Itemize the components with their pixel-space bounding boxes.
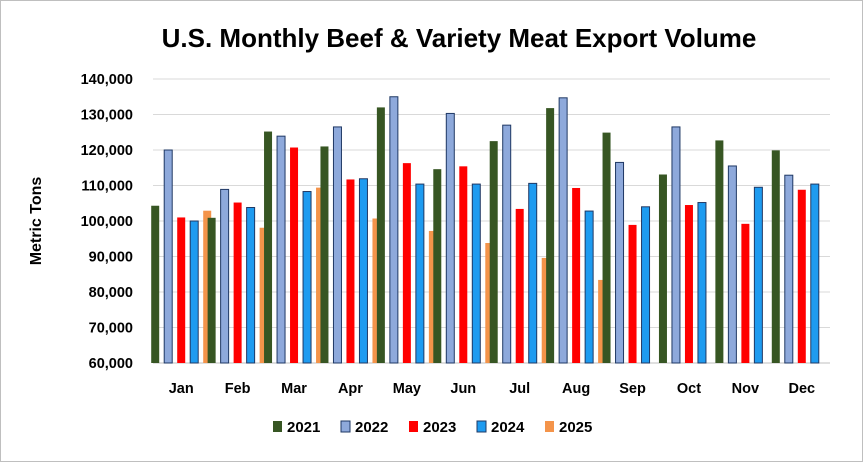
bar-2021-mar	[264, 131, 273, 363]
bar-2021-oct	[658, 174, 667, 363]
bar-2024-sep	[641, 206, 651, 364]
bar-2022-jun	[445, 112, 455, 364]
bar-2022-mar	[276, 135, 286, 364]
bar-2025-mar	[316, 187, 325, 363]
bar-2023-jun	[459, 166, 468, 363]
bar-2022-oct	[671, 126, 681, 364]
bar-2023-feb	[233, 202, 242, 363]
legend-label-2023: 2023	[423, 419, 456, 436]
bars-group	[151, 96, 820, 364]
bar-2024-feb	[246, 207, 256, 364]
y-tick-label: 70,000	[89, 321, 133, 337]
bar-2024-oct	[697, 202, 707, 364]
bar-2023-may	[402, 163, 411, 363]
bar-2025-jun	[485, 243, 494, 363]
bar-2021-aug	[546, 108, 555, 363]
chart-title: U.S. Monthly Beef & Variety Meat Export …	[162, 23, 757, 53]
legend-label-2022: 2022	[355, 419, 388, 436]
bar-2021-may	[376, 107, 385, 364]
legend-swatch-2024	[476, 420, 487, 433]
legend-swatch-2025	[545, 421, 554, 432]
bar-2021-jan	[151, 205, 160, 363]
bar-2023-jan	[177, 217, 186, 363]
bar-2023-dec	[797, 189, 806, 363]
bar-2022-apr	[332, 126, 342, 364]
legend: 2021 2022 2023 2024 2025	[273, 419, 592, 436]
bar-2022-jul	[502, 124, 512, 364]
bar-2022-sep	[615, 161, 625, 364]
bar-2024-may	[415, 183, 425, 364]
bar-2022-nov	[727, 165, 737, 364]
bar-2021-dec	[771, 150, 780, 363]
bar-2024-jan	[189, 220, 199, 364]
legend-label-2025: 2025	[559, 419, 592, 436]
y-tick-label: 60,000	[89, 356, 133, 372]
bar-2023-oct	[684, 205, 693, 363]
bar-2021-feb	[207, 217, 216, 363]
bar-2023-nov	[741, 223, 750, 363]
y-tick-label: 90,000	[89, 250, 133, 266]
y-tick-label: 120,000	[81, 143, 133, 159]
legend-swatch-2023	[409, 421, 418, 432]
bar-2022-aug	[558, 97, 568, 364]
x-tick-label: Sep	[619, 381, 646, 397]
bar-2025-jan	[203, 210, 212, 363]
bar-2025-jul	[541, 257, 550, 363]
bar-2021-jul	[489, 141, 498, 363]
x-axis-ticks: Jan Feb Mar Apr May Jun Jul Aug Sep Oct Nov Dec	[169, 381, 815, 397]
y-axis-label: Metric Tons	[28, 177, 45, 266]
bar-2025-apr	[372, 218, 381, 363]
x-tick-label: Mar	[281, 381, 307, 397]
bar-2021-apr	[320, 146, 329, 363]
bar-2024-mar	[302, 191, 312, 364]
legend-swatch-2021	[273, 421, 282, 432]
x-tick-label: Jul	[509, 381, 530, 397]
legend-swatch-2022	[340, 420, 351, 433]
legend-label-2024: 2024	[491, 419, 525, 436]
bar-2022-dec	[784, 174, 794, 364]
x-tick-label: Jan	[169, 381, 194, 397]
legend-label-2021: 2021	[287, 419, 320, 436]
bar-2024-nov	[753, 186, 763, 364]
bar-2023-apr	[346, 179, 355, 363]
bar-2022-may	[389, 96, 399, 364]
bar-2021-nov	[715, 140, 724, 363]
y-tick-label: 100,000	[81, 214, 133, 230]
bar-2025-may	[428, 230, 437, 363]
y-tick-label: 80,000	[89, 285, 133, 301]
x-tick-label: Apr	[338, 381, 363, 397]
bar-2023-aug	[572, 187, 581, 363]
bar-2023-mar	[290, 147, 299, 363]
bar-2023-jul	[515, 208, 524, 363]
bar-2024-dec	[810, 183, 820, 364]
x-tick-label: Aug	[562, 381, 590, 397]
bar-2022-feb	[220, 188, 230, 364]
bar-2024-apr	[358, 178, 368, 364]
bar-2025-aug	[598, 279, 607, 363]
x-tick-label: Jun	[450, 381, 476, 397]
bar-2021-jun	[433, 169, 442, 363]
x-tick-label: Dec	[788, 381, 815, 397]
bar-2021-sep	[602, 132, 611, 363]
bar-2024-jul	[528, 182, 538, 364]
y-tick-label: 110,000	[81, 179, 133, 195]
x-tick-label: Feb	[225, 381, 251, 397]
y-axis-ticks: 60,000 70,000 80,000 90,000 100,000 110,000 12…	[81, 72, 133, 372]
bar-2025-feb	[259, 227, 268, 363]
x-tick-label: Oct	[677, 381, 701, 397]
y-tick-label: 130,000	[81, 108, 133, 124]
bar-2023-sep	[628, 224, 637, 363]
bar-2024-jun	[471, 183, 481, 364]
x-tick-label: May	[393, 381, 421, 397]
x-tick-label: Nov	[732, 381, 759, 397]
bar-2024-aug	[584, 210, 594, 364]
y-tick-label: 140,000	[81, 72, 133, 88]
bar-2022-jan	[163, 149, 173, 364]
